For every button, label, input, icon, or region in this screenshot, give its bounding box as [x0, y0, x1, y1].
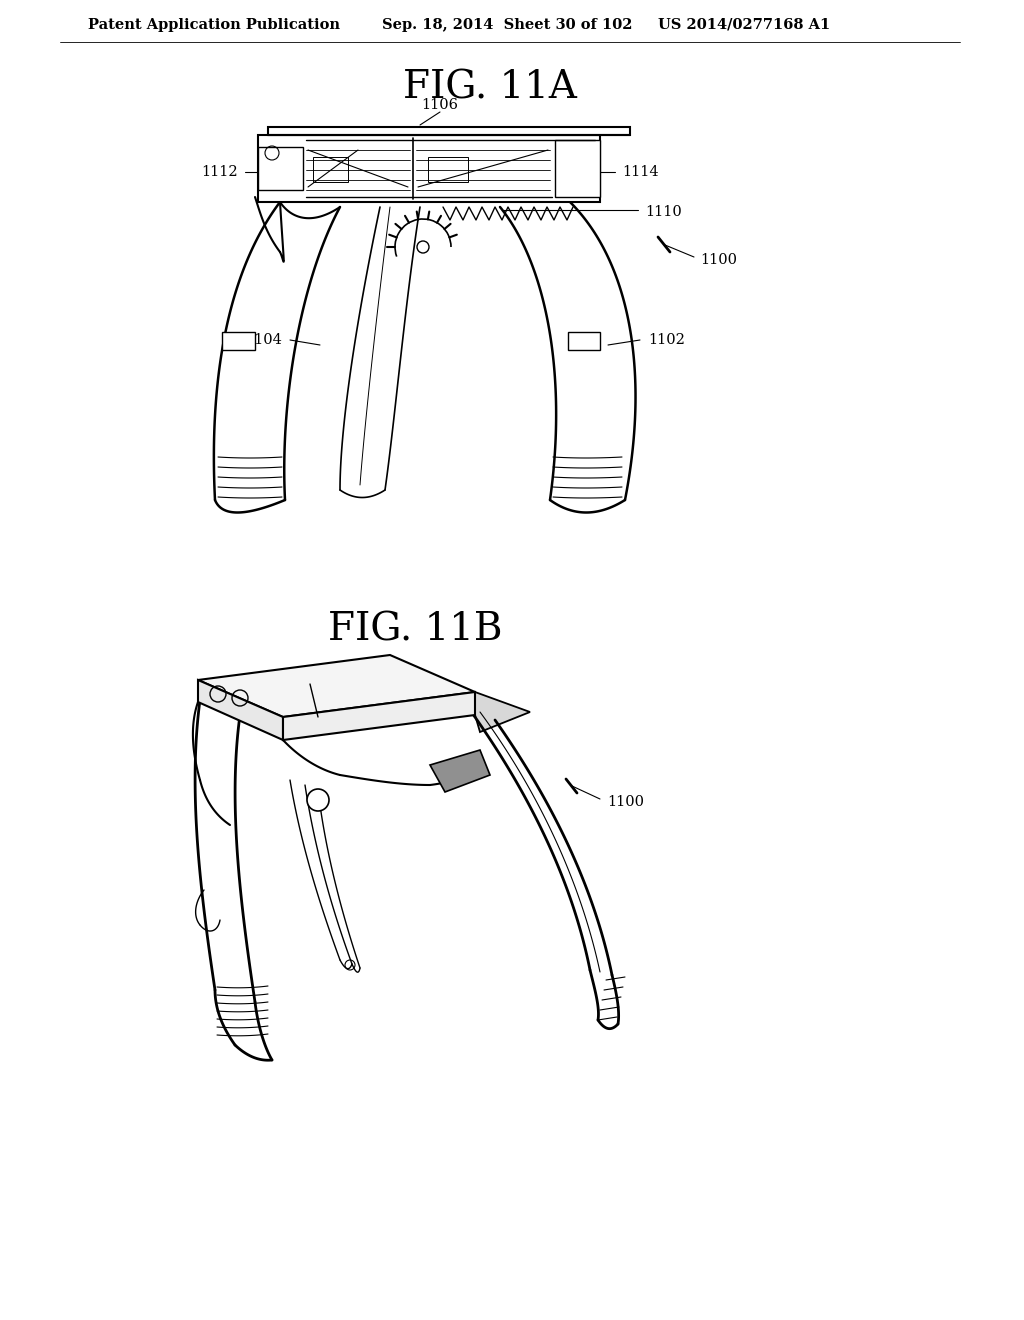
- Text: 1102: 1102: [648, 333, 685, 347]
- Polygon shape: [198, 655, 475, 717]
- Text: 1112: 1112: [202, 165, 238, 180]
- Polygon shape: [555, 140, 600, 197]
- Polygon shape: [568, 333, 600, 350]
- Polygon shape: [475, 692, 530, 733]
- Polygon shape: [268, 127, 630, 135]
- Text: 1110: 1110: [645, 205, 682, 219]
- Text: 1104: 1104: [245, 333, 282, 347]
- Polygon shape: [222, 333, 255, 350]
- Polygon shape: [198, 680, 283, 741]
- Circle shape: [307, 789, 329, 810]
- Text: 1100: 1100: [607, 795, 644, 809]
- Polygon shape: [430, 750, 490, 792]
- Polygon shape: [283, 692, 475, 741]
- Polygon shape: [258, 147, 303, 190]
- Text: 1114: 1114: [622, 165, 658, 180]
- Text: Patent Application Publication: Patent Application Publication: [88, 18, 340, 32]
- Text: FIG. 11A: FIG. 11A: [403, 70, 577, 107]
- Text: FIG. 11B: FIG. 11B: [328, 611, 502, 648]
- Text: 1100: 1100: [700, 253, 737, 267]
- Text: Sep. 18, 2014  Sheet 30 of 102: Sep. 18, 2014 Sheet 30 of 102: [382, 18, 633, 32]
- Text: US 2014/0277168 A1: US 2014/0277168 A1: [658, 18, 830, 32]
- Polygon shape: [258, 135, 600, 202]
- Circle shape: [417, 242, 429, 253]
- Text: 1106: 1106: [422, 98, 459, 112]
